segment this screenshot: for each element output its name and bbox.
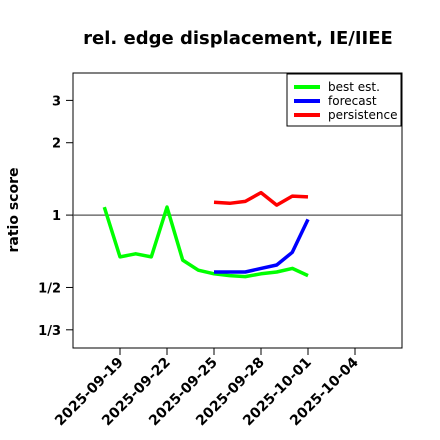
plot-area	[72, 72, 403, 349]
y-tick-label: 1/3	[38, 324, 61, 339]
legend-label: persistence	[328, 108, 397, 122]
chart-title: rel. edge displacement, IE/IIEE	[83, 28, 393, 49]
y-tick-label: 1	[52, 209, 61, 224]
legend-label: forecast	[328, 94, 377, 108]
legend-label: best est.	[328, 80, 380, 94]
y-axis-label: ratio score	[6, 168, 22, 253]
series-line-best-est	[102, 205, 309, 279]
series-line-forecast	[214, 218, 310, 274]
y-tick-label: 1/2	[38, 281, 61, 296]
y-tick-label: 2	[52, 137, 61, 152]
series-line-persistence	[213, 190, 309, 207]
y-tick-label: 3	[52, 94, 61, 109]
